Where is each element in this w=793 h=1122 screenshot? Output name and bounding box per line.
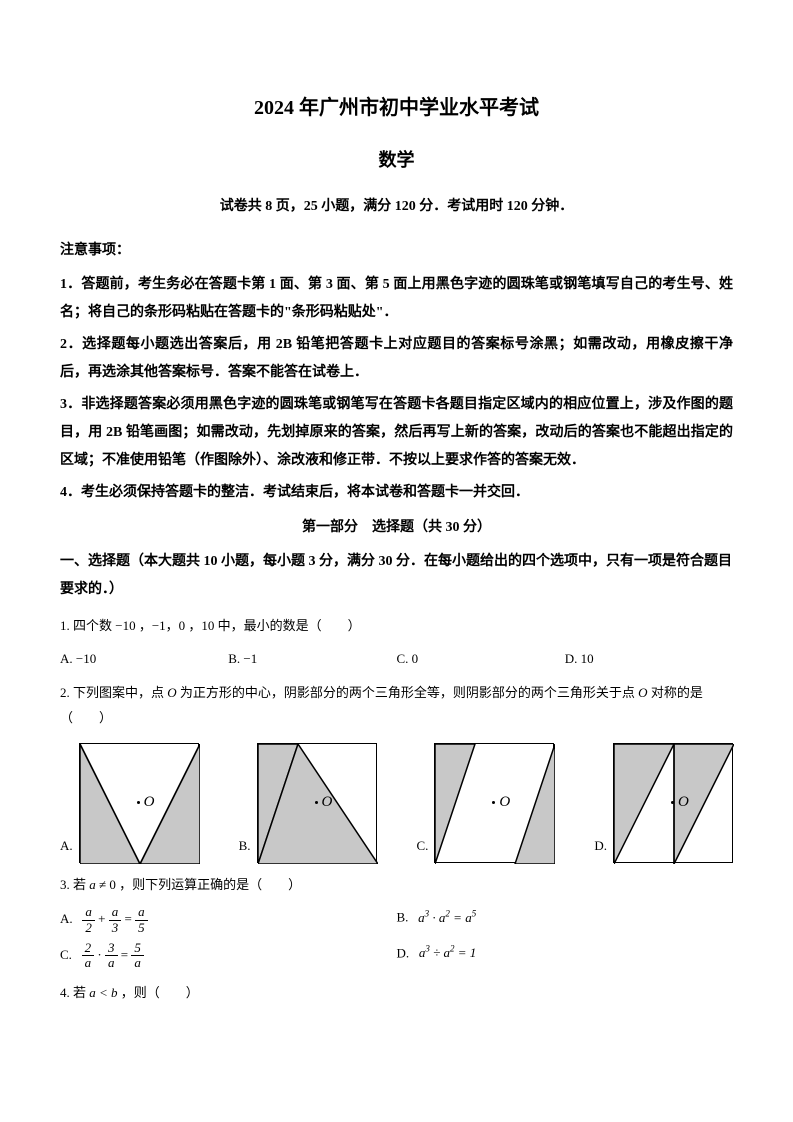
exam-info: 试卷共 8 页，25 小题，满分 120 分．考试用时 120 分钟． xyxy=(60,194,733,219)
text-fragment: ≠ 0 xyxy=(96,877,116,892)
option-b: B. a3 · a2 = a5 xyxy=(397,905,734,935)
option-d: D. 10 xyxy=(565,647,733,672)
subject-title: 数学 xyxy=(60,144,733,176)
notice-header: 注意事项： xyxy=(60,238,733,263)
text-fragment: ，则下列运算正确的是（ ） xyxy=(116,877,301,892)
options-row: A. −10 B. −1 C. 0 D. 10 xyxy=(60,647,733,672)
denominator: 2 xyxy=(82,921,95,935)
option-b: B. −1 xyxy=(228,647,396,672)
figure-option-b: B. O xyxy=(239,743,377,863)
center-dot xyxy=(671,801,674,804)
o-label: O xyxy=(499,788,510,817)
notice-item: 2．选择题每小题选出答案后，用 2B 铅笔把答题卡上对应题目的答案标号涂黑；如需… xyxy=(60,331,733,387)
operator: = xyxy=(124,911,135,926)
numerator: 3 xyxy=(105,941,118,956)
math-options: A. a2 + a3 = a5 B. a3 · a2 = a5 C. 2a · … xyxy=(60,905,733,970)
denominator: 5 xyxy=(135,921,148,935)
option-d: D. a3 ÷ a2 = 1 xyxy=(397,941,734,971)
math-var: O xyxy=(167,685,176,700)
center-dot xyxy=(137,801,140,804)
numerator: 5 xyxy=(131,941,144,956)
math-var: O xyxy=(638,685,647,700)
o-label: O xyxy=(144,788,155,817)
numerator: a xyxy=(109,905,122,920)
notice-item: 1．答题前，考生务必在答题卡第 1 面、第 3 面、第 5 面上用黑色字迹的圆珠… xyxy=(60,271,733,327)
question-2: 2. 下列图案中，点 O 为正方形的中心，阴影部分的两个三角形全等，则阴影部分的… xyxy=(60,681,733,862)
text-fragment: 为正方形的中心，阴影部分的两个三角形全等，则阴影部分的两个三角形关于点 xyxy=(177,685,639,700)
square-figure-c: O xyxy=(434,743,554,863)
text-fragment: 3. 若 xyxy=(60,877,89,892)
option-label: A. xyxy=(60,911,73,926)
option-label: A. xyxy=(60,834,73,863)
question-3: 3. 若 a ≠ 0 ，则下列运算正确的是（ ） A. a2 + a3 = a5… xyxy=(60,873,733,971)
option-label: B. xyxy=(397,910,409,925)
text-fragment: ，则（ ） xyxy=(118,985,199,1000)
option-c: C. 0 xyxy=(397,647,565,672)
option-a: A. −10 xyxy=(60,647,228,672)
square-figure-b: O xyxy=(257,743,377,863)
math-expr: a < b xyxy=(89,985,117,1000)
denominator: a xyxy=(105,956,118,970)
text-fragment: 2. 下列图案中，点 xyxy=(60,685,167,700)
question-text: 3. 若 a ≠ 0 ，则下列运算正确的是（ ） xyxy=(60,873,733,898)
figure-svg xyxy=(435,744,555,864)
fraction: 2a xyxy=(82,941,95,971)
figure-svg xyxy=(614,744,734,864)
question-1: 1. 四个数 −10 ，−1，0 ，10 中，最小的数是（ ） A. −10 B… xyxy=(60,614,733,671)
operator: = xyxy=(121,947,132,962)
fraction: a2 xyxy=(82,905,95,935)
question-4: 4. 若 a < b ，则（ ） xyxy=(60,981,733,1006)
exam-title: 2024 年广州市初中学业水平考试 xyxy=(60,90,733,126)
notice-item: 4．考生必须保持答题卡的整洁．考试结束后，将本试卷和答题卡一并交回． xyxy=(60,479,733,507)
math-row: A. a2 + a3 = a5 B. a3 · a2 = a5 xyxy=(60,905,733,935)
option-c: C. 2a · 3a = 5a xyxy=(60,941,397,971)
option-label: C. xyxy=(416,834,428,863)
numerator: a xyxy=(82,905,95,920)
notice-item: 3．非选择题答案必须用黑色字迹的圆珠笔或钢笔写在答题卡各题目指定区域内的相应位置… xyxy=(60,391,733,475)
math-row: C. 2a · 3a = 5a D. a3 ÷ a2 = 1 xyxy=(60,941,733,971)
math-expr: a3 · a2 = a5 xyxy=(418,910,476,925)
section-title: 第一部分 选择题（共 30 分） xyxy=(60,515,733,540)
numerator: 2 xyxy=(82,941,95,956)
figure-svg xyxy=(258,744,378,864)
operator: · xyxy=(97,947,105,962)
part-header: 一、选择题（本大题共 10 小题，每小题 3 分，满分 30 分．在每小题给出的… xyxy=(60,548,733,604)
fraction: 5a xyxy=(131,941,144,971)
text-fragment: 4. 若 xyxy=(60,985,89,1000)
center-dot xyxy=(315,801,318,804)
math-expr: a3 ÷ a2 = 1 xyxy=(419,945,476,960)
operator: + xyxy=(98,911,109,926)
denominator: a xyxy=(131,956,144,970)
denominator: a xyxy=(82,956,95,970)
numerator: a xyxy=(135,905,148,920)
square-figure-d: O xyxy=(613,743,733,863)
question-text: 1. 四个数 −10 ，−1，0 ，10 中，最小的数是（ ） xyxy=(60,614,733,639)
o-label: O xyxy=(678,788,689,817)
square-figure-a: O xyxy=(79,743,199,863)
option-label: D. xyxy=(594,834,607,863)
figure-option-a: A. O xyxy=(60,743,199,863)
fraction: a3 xyxy=(109,905,122,935)
option-label: C. xyxy=(60,947,72,962)
o-label: O xyxy=(322,788,333,817)
option-label: B. xyxy=(239,834,251,863)
figure-options: A. O B. O xyxy=(60,743,733,863)
option-label: D. xyxy=(397,945,410,960)
fraction: a5 xyxy=(135,905,148,935)
question-text: 2. 下列图案中，点 O 为正方形的中心，阴影部分的两个三角形全等，则阴影部分的… xyxy=(60,681,733,730)
option-a: A. a2 + a3 = a5 xyxy=(60,905,397,935)
denominator: 3 xyxy=(109,921,122,935)
figure-option-d: D. O xyxy=(594,743,733,863)
figure-svg xyxy=(80,744,200,864)
figure-option-c: C. O xyxy=(416,743,554,863)
fraction: 3a xyxy=(105,941,118,971)
